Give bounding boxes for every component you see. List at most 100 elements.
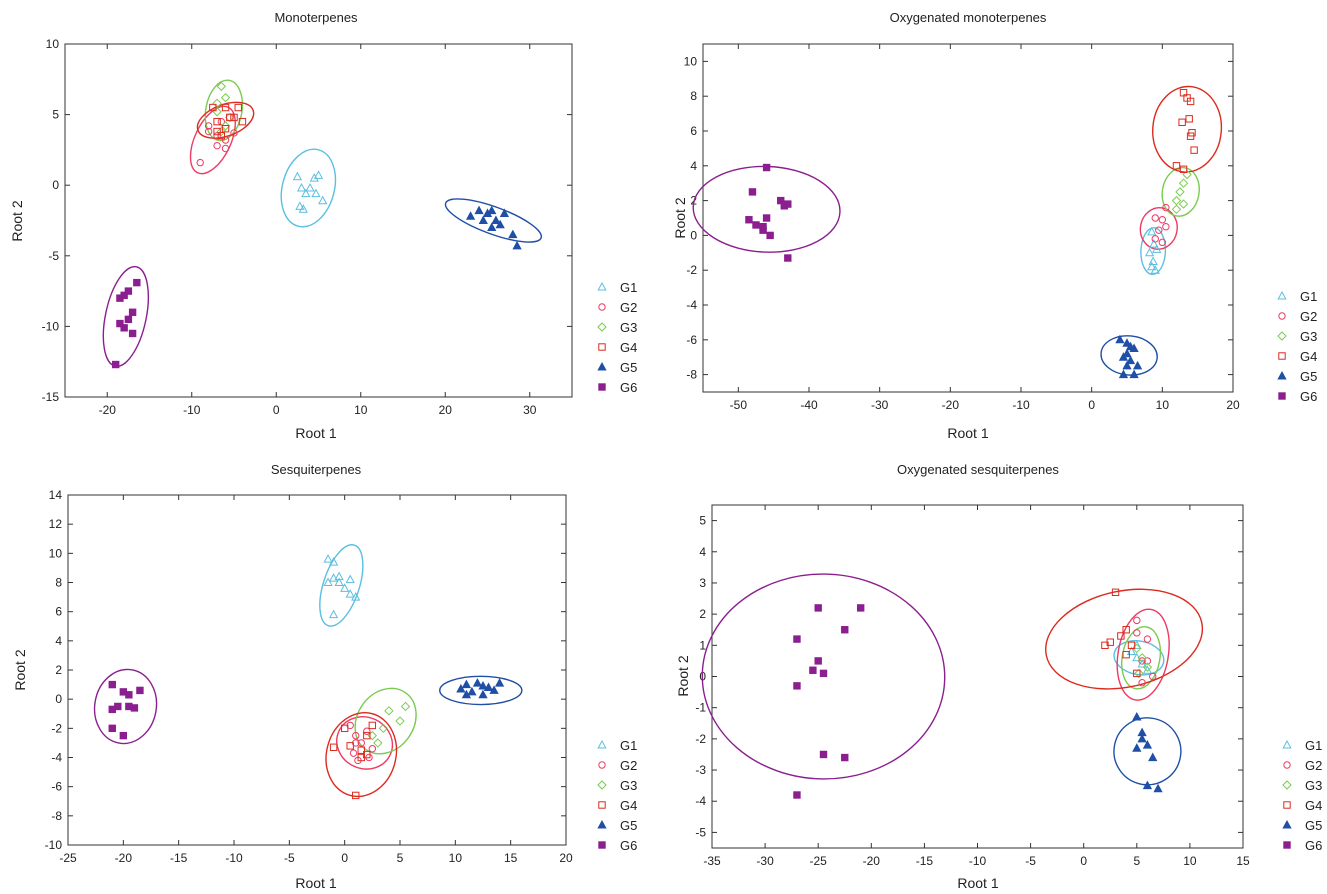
data-point-g2 xyxy=(349,749,358,757)
data-point-g2 xyxy=(1149,672,1157,681)
confidence-ellipse-g5 xyxy=(444,198,543,243)
confidence-ellipse-g1 xyxy=(1140,227,1167,275)
confidence-ellipse-g2 xyxy=(1116,608,1170,701)
data-point-g3 xyxy=(216,126,227,137)
x-tick-label: -25 xyxy=(810,854,828,868)
y-tick-label: 10 xyxy=(684,54,698,68)
data-point-g5 xyxy=(1132,711,1142,721)
data-point-g3 xyxy=(1171,204,1182,215)
data-point-g4 xyxy=(234,103,242,112)
plot-area xyxy=(702,43,1234,393)
data-point-g6 xyxy=(108,705,116,714)
data-point-g4 xyxy=(1185,115,1193,123)
data-point-g4 xyxy=(226,113,234,122)
legend: G1 G2 G3 G4 G5 G6 xyxy=(1282,738,1322,853)
data-point-g6 xyxy=(116,319,124,328)
data-point-g1 xyxy=(318,195,328,205)
y-axis-label: Root 2 xyxy=(12,649,28,690)
data-point-g4 xyxy=(357,746,365,754)
confidence-ellipse-g3 xyxy=(204,79,244,142)
data-point-g3 xyxy=(395,716,405,726)
x-tick-label: 15 xyxy=(1236,854,1250,868)
data-point-g2 xyxy=(352,731,360,740)
data-point-g3 xyxy=(220,121,231,131)
data-point-g6 xyxy=(841,626,849,634)
legend: G1 G2 G3 G4 G5 G6 xyxy=(597,738,637,853)
data-point-g2 xyxy=(1162,203,1170,212)
legend-marker-g4 xyxy=(1283,801,1291,809)
x-tick-label: 10 xyxy=(354,403,368,417)
data-point-g3 xyxy=(1182,169,1192,180)
legend-label: G2 xyxy=(620,758,637,773)
data-point-g3 xyxy=(378,723,389,734)
data-point-g1 xyxy=(313,170,324,179)
legend-label: G3 xyxy=(620,778,637,793)
data-point-g6 xyxy=(793,682,801,690)
x-tick-label: 5 xyxy=(1133,854,1140,868)
data-point-g6 xyxy=(766,231,774,240)
data-point-g6 xyxy=(124,315,133,324)
data-point-g5 xyxy=(499,208,510,217)
y-tick-label: -5 xyxy=(48,249,59,263)
data-point-g5 xyxy=(1153,783,1163,793)
y-tick-label: -4 xyxy=(695,794,706,808)
data-point-g4 xyxy=(221,103,230,112)
x-tick-label: 0 xyxy=(1088,398,1095,412)
y-axis-label: Root 2 xyxy=(672,197,688,238)
x-tick-label: 10 xyxy=(1156,398,1170,412)
x-tick-label: 0 xyxy=(1080,854,1087,868)
data-point-g4 xyxy=(1106,638,1114,646)
data-point-g3 xyxy=(1132,643,1142,654)
data-point-g5 xyxy=(508,229,518,239)
legend-label: G4 xyxy=(1300,349,1317,364)
data-point-g6 xyxy=(116,294,124,302)
legend-marker-g3 xyxy=(597,780,607,790)
y-tick-label: -15 xyxy=(42,390,60,404)
confidence-ellipse-g3 xyxy=(1161,166,1200,217)
legend-marker-g5 xyxy=(597,819,607,829)
x-axis-label: Root 1 xyxy=(295,425,336,441)
data-point-g1 xyxy=(309,173,319,182)
data-point-g6 xyxy=(814,657,822,665)
data-point-g6 xyxy=(784,254,792,262)
y-tick-label: 2 xyxy=(55,663,62,677)
data-point-g6 xyxy=(856,604,865,612)
data-point-g6 xyxy=(136,686,144,695)
x-tick-label: -15 xyxy=(916,854,934,868)
data-point-g3 xyxy=(1134,668,1144,679)
data-point-g2 xyxy=(221,144,230,153)
y-tick-label: 10 xyxy=(49,546,63,560)
data-point-g1 xyxy=(298,204,308,213)
y-tick-label: 4 xyxy=(699,545,706,559)
data-point-g5 xyxy=(472,678,483,687)
data-point-g5 xyxy=(1132,360,1143,370)
y-tick-label: 5 xyxy=(52,108,59,122)
legend-label: G4 xyxy=(620,798,637,813)
x-tick-label: 20 xyxy=(439,403,453,417)
y-tick-label: -3 xyxy=(695,763,706,777)
data-point-g2 xyxy=(368,745,377,753)
data-point-g3 xyxy=(216,81,227,92)
data-point-g4 xyxy=(1186,97,1195,106)
data-point-g5 xyxy=(487,222,497,232)
data-point-g4 xyxy=(213,127,221,136)
y-tick-label: 12 xyxy=(49,517,63,531)
data-point-g5 xyxy=(489,685,499,694)
x-tick-label: -10 xyxy=(183,403,201,417)
legend-marker-g2 xyxy=(598,303,606,311)
data-point-g2 xyxy=(213,132,221,140)
data-point-g6 xyxy=(819,669,828,678)
data-point-g2 xyxy=(1158,238,1167,247)
x-tick-label: 20 xyxy=(1226,398,1240,412)
y-tick-label: 8 xyxy=(690,89,697,103)
y-tick-label: 10 xyxy=(46,37,60,51)
legend-label: G2 xyxy=(620,300,637,315)
data-point-g1 xyxy=(328,557,339,566)
data-point-g1 xyxy=(345,574,355,584)
data-point-g4 xyxy=(352,791,360,800)
data-point-g1 xyxy=(340,583,350,592)
data-point-g4 xyxy=(217,132,226,140)
confidence-ellipse-g2 xyxy=(189,105,236,175)
x-tick-label: -50 xyxy=(730,398,748,412)
